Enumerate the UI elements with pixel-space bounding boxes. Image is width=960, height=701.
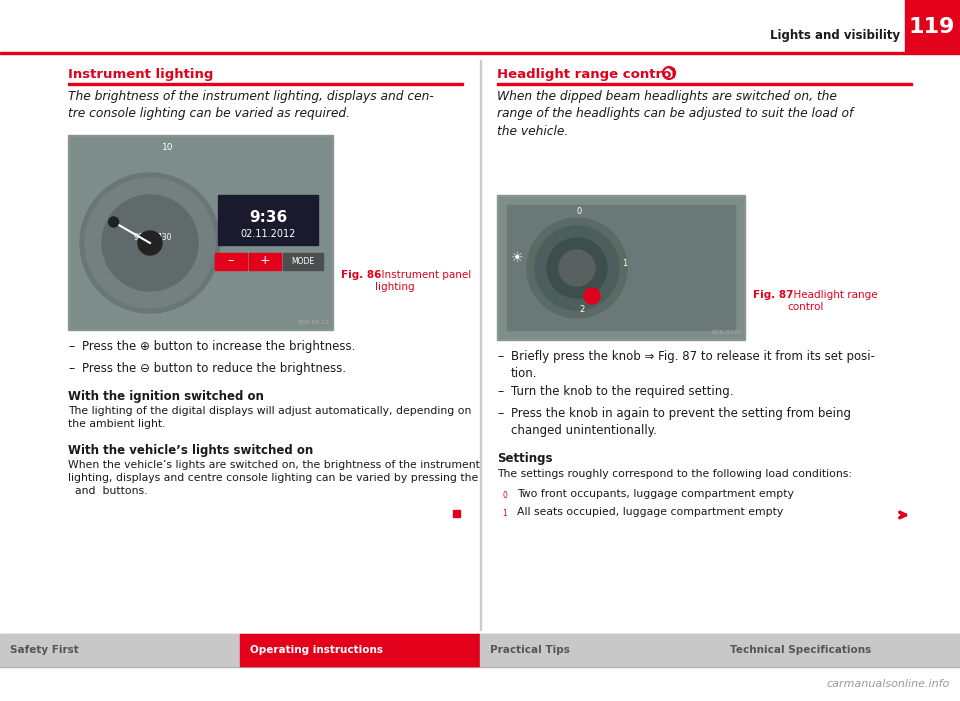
Text: 9:36: 9:36	[249, 210, 287, 225]
Text: Turn the knob to the required setting.: Turn the knob to the required setting.	[511, 385, 733, 398]
Bar	[0, 634, 960, 635]
Text: Headlight range control: Headlight range control	[497, 68, 676, 81]
Bar	[240, 634, 479, 666]
Bar	[70, 137, 331, 328]
Bar	[218, 195, 318, 245]
Text: 0: 0	[503, 491, 508, 500]
Text: 119: 119	[909, 17, 955, 37]
Text: With the ignition switched on: With the ignition switched on	[68, 390, 264, 403]
Bar	[0, 52, 905, 54]
Bar	[0, 634, 239, 666]
Text: Lights and visibility: Lights and visibility	[770, 29, 900, 41]
Text: Safety First: Safety First	[10, 645, 79, 655]
Text: 10: 10	[162, 143, 174, 152]
Text: All seats occupied, luggage compartment empty: All seats occupied, luggage compartment …	[517, 507, 783, 517]
Text: Press the ⊕ button to increase the brightness.: Press the ⊕ button to increase the brigh…	[82, 340, 355, 353]
Text: Headlight range
control: Headlight range control	[787, 290, 877, 313]
Text: 02.11.2012: 02.11.2012	[240, 229, 296, 239]
Text: 2: 2	[580, 306, 585, 315]
Text: B3R-06.22: B3R-06.22	[298, 320, 330, 325]
Text: 90: 90	[133, 233, 143, 243]
Bar	[480, 634, 719, 666]
Bar	[215, 253, 247, 270]
Bar	[283, 253, 323, 270]
Text: ☀: ☀	[511, 251, 523, 265]
Text: The settings roughly correspond to the following load conditions:: The settings roughly correspond to the f…	[497, 469, 852, 479]
Text: –: –	[68, 362, 74, 375]
Circle shape	[138, 231, 162, 255]
Text: –: –	[497, 350, 503, 363]
Circle shape	[584, 288, 600, 304]
Bar	[68, 83, 463, 85]
Circle shape	[527, 218, 627, 318]
Text: Instrument panel
lighting: Instrument panel lighting	[375, 270, 471, 292]
Text: The lighting of the digital displays will adjust automatically, depending on
the: The lighting of the digital displays wil…	[68, 406, 471, 429]
Bar	[249, 253, 281, 270]
Bar	[499, 197, 743, 338]
Text: When the dipped beam headlights are switched on, the
range of the headlights can: When the dipped beam headlights are swit…	[497, 90, 853, 138]
Text: Press the knob in again to prevent the setting from being
changed unintentionall: Press the knob in again to prevent the s…	[511, 407, 851, 437]
Bar	[0, 0, 960, 55]
Text: B3R-0357: B3R-0357	[711, 330, 742, 335]
Text: Briefly press the knob ⇒ Fig. 87 to release it from its set posi-
tion.: Briefly press the knob ⇒ Fig. 87 to rele…	[511, 350, 875, 380]
Bar	[497, 195, 745, 340]
Text: –: –	[228, 254, 234, 268]
Circle shape	[535, 226, 619, 310]
Text: Technical Specifications: Technical Specifications	[730, 645, 872, 655]
Text: When the vehicle’s lights are switched on, the brightness of the instrument
ligh: When the vehicle’s lights are switched o…	[68, 460, 480, 496]
Bar	[507, 205, 735, 330]
Circle shape	[85, 178, 215, 308]
Bar	[497, 83, 912, 85]
Text: Fig. 87: Fig. 87	[753, 290, 794, 300]
Text: With the vehicle’s lights switched on: With the vehicle’s lights switched on	[68, 444, 313, 457]
Bar	[720, 634, 959, 666]
Circle shape	[102, 195, 198, 291]
Bar	[453, 510, 460, 517]
Bar	[68, 135, 333, 330]
Text: Two front occupants, luggage compartment empty: Two front occupants, luggage compartment…	[517, 489, 794, 499]
Bar	[905, 0, 960, 54]
Text: 0: 0	[576, 207, 582, 216]
Text: Instrument lighting: Instrument lighting	[68, 68, 213, 81]
Text: –: –	[497, 385, 503, 398]
Text: Fig. 86: Fig. 86	[341, 270, 381, 280]
Text: MODE: MODE	[292, 257, 315, 266]
Text: Settings: Settings	[497, 452, 553, 465]
Circle shape	[547, 238, 607, 298]
Text: Press the ⊖ button to reduce the brightness.: Press the ⊖ button to reduce the brightn…	[82, 362, 347, 375]
Bar	[0, 666, 960, 667]
Text: Practical Tips: Practical Tips	[490, 645, 570, 655]
Text: 1: 1	[622, 259, 628, 268]
Text: –: –	[497, 407, 503, 420]
Text: 130: 130	[156, 233, 171, 243]
Circle shape	[80, 173, 220, 313]
Text: +: +	[260, 254, 271, 268]
Text: The brightness of the instrument lighting, displays and cen-
tre console lightin: The brightness of the instrument lightin…	[68, 90, 434, 121]
Text: Operating instructions: Operating instructions	[250, 645, 383, 655]
Circle shape	[559, 250, 595, 286]
Text: –: –	[68, 340, 74, 353]
Text: carmanualsonline.info: carmanualsonline.info	[827, 679, 950, 689]
Text: 1: 1	[503, 508, 508, 517]
Circle shape	[108, 217, 119, 227]
Bar	[480, 60, 481, 630]
